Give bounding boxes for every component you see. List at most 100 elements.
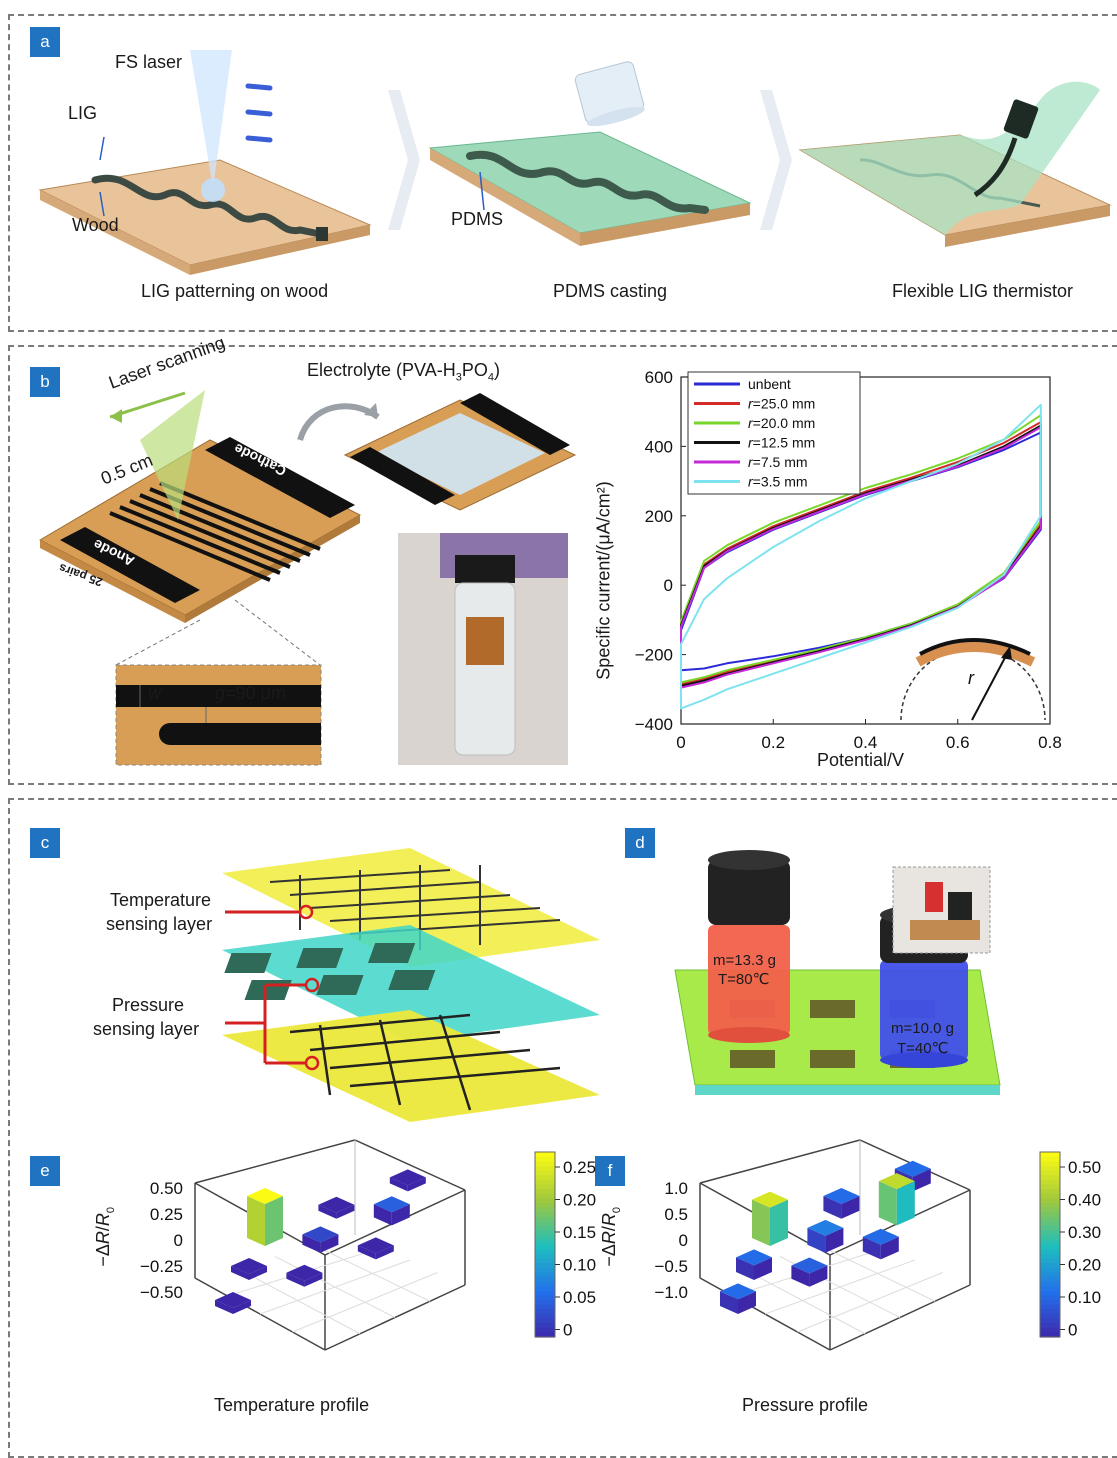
gap-label: g=90 μm (215, 683, 286, 704)
pressure-layer-label-1: Pressure (112, 995, 185, 1015)
caption-temperature-profile: Temperature profile (214, 1395, 370, 1415)
cv-legend-label: r=12.5 mm (748, 435, 815, 451)
lig-serpentine-2 (466, 150, 709, 214)
f-colorbar-segment (1040, 1267, 1060, 1273)
e-colorbar-segment (535, 1207, 555, 1213)
electrolyte-sub-3: 3 (455, 371, 462, 384)
red-weight-temp: T=80℃ (718, 971, 770, 988)
f-colorbar-label: 0.40 (1068, 1191, 1101, 1210)
supercapacitor-illustration (38, 390, 577, 766)
e-colorbar-segment (535, 1286, 555, 1292)
wood-label: Wood (72, 215, 119, 235)
width-label: w (148, 683, 161, 703)
f-colorbar-segment (1040, 1276, 1060, 1283)
e-colorbar-frame (534, 1151, 556, 1338)
f-bar-top (878, 1173, 915, 1190)
cv-legend-label: r=25.0 mm (748, 396, 815, 412)
panel-a-tag: a (30, 27, 60, 57)
f-ztick-label: 0 (679, 1231, 688, 1250)
cv-legend-label: r=20.0 mm (748, 415, 815, 431)
e-colorbar-segment (535, 1189, 555, 1195)
lig-label: LIG (68, 103, 98, 123)
f-bar-top (894, 1160, 931, 1177)
laser-scan-cone (140, 390, 205, 520)
e-colorbar-segment (535, 1156, 555, 1162)
e-bar-side-left (247, 1196, 265, 1246)
laser-spot (201, 178, 225, 202)
e-colorbar-segment (535, 1226, 555, 1232)
f-colorbar-segment (1040, 1207, 1060, 1213)
finger-zoom-box (115, 664, 322, 766)
e-bar-top (215, 1292, 251, 1308)
e-colorbar-segment (535, 1198, 555, 1204)
f-colorbar-label: 0.20 (1068, 1256, 1101, 1275)
e-ztick-label: −0.50 (140, 1283, 183, 1302)
cv-xtick-label: 0.6 (946, 733, 970, 752)
e-colorbar-segment (535, 1272, 555, 1278)
panel-d-tag: d (625, 828, 655, 858)
electrolyte-sub-4: 4 (487, 371, 494, 384)
f-colorbar-segment (1040, 1161, 1060, 1167)
cathode-bar (205, 437, 355, 518)
e-floor-grid (274, 1256, 396, 1318)
cv-bend-arrowhead (1001, 646, 1012, 660)
cv-xtick-label: 0.2 (761, 733, 785, 752)
e-colorbar-segment (535, 1332, 555, 1338)
e-colorbar-label: 0.10 (563, 1256, 596, 1275)
pdms-side-2 (430, 148, 580, 246)
f-colorbar-segment (1040, 1212, 1060, 1218)
f-zlabel: −ΔR/R0 (599, 1187, 623, 1287)
e-colorbar-segment (535, 1263, 555, 1269)
e-colorbar-segment (535, 1244, 555, 1250)
electrolyte-text-c: ) (493, 360, 500, 380)
electrolyte-text-b: PO (461, 360, 488, 380)
e-colorbar-segment (535, 1184, 555, 1190)
temperature-layer-label-2: sensing layer (106, 914, 213, 934)
f-ztick-label: 0.5 (664, 1205, 688, 1224)
e-colorbar-segment (535, 1216, 555, 1222)
f-colorbar-segment (1040, 1235, 1060, 1241)
e-bar-side-right (336, 1204, 355, 1219)
f-colorbar-segment (1040, 1189, 1060, 1195)
cv-ytick-label: −400 (635, 715, 673, 734)
temperature-layer-label-1: Temperature (110, 890, 212, 910)
f-colorbar-segment (1040, 1221, 1060, 1227)
f-colorbar-label: 0.50 (1068, 1158, 1101, 1177)
e-zlabel-sub: 0 (104, 1206, 117, 1214)
e-bar-top (286, 1264, 323, 1281)
f-bar-side-left (878, 1181, 897, 1226)
gap-value: =90 μm (225, 683, 286, 703)
f-colorbar-segment (1040, 1313, 1060, 1320)
anode-bar (60, 527, 200, 603)
pdms-label: PDMS (451, 209, 504, 229)
f-bar-top (807, 1219, 844, 1236)
f-bar-side-right (809, 1265, 828, 1287)
e-bar-side-right (249, 1266, 267, 1280)
cv-bend-radius-arrow (971, 651, 1009, 721)
temperature-traces (269, 865, 561, 950)
f-colorbar-segment (1040, 1318, 1060, 1324)
cv-ytick-label: 0 (664, 576, 673, 595)
e-colorbar-segment (535, 1300, 555, 1306)
e-bar-side-right (375, 1245, 394, 1260)
fs-laser-label: FS laser (115, 52, 183, 72)
f-colorbar-segment (1040, 1300, 1060, 1306)
f-floor-grid (819, 1245, 936, 1302)
e-bar-side-left (389, 1177, 408, 1192)
electrolyte-cathode-bar (460, 393, 570, 455)
wood-board-3-edge (945, 205, 1110, 247)
finger-zoom-bottom (159, 723, 321, 745)
red-weight-cap (708, 860, 790, 925)
e-floor-grid (292, 1272, 438, 1333)
f-colorbar-segment (1040, 1281, 1060, 1287)
pdms-beaker (574, 61, 645, 127)
f-bar-top (791, 1257, 828, 1274)
panel-f-tag: f (595, 1156, 625, 1186)
step-arrow-1 (388, 90, 420, 230)
e-colorbar-segment (535, 1152, 555, 1158)
e-bar-top (318, 1196, 355, 1213)
pdms-edge-2 (580, 203, 750, 246)
e-zlabel-prefix: −Δ (93, 1244, 114, 1267)
